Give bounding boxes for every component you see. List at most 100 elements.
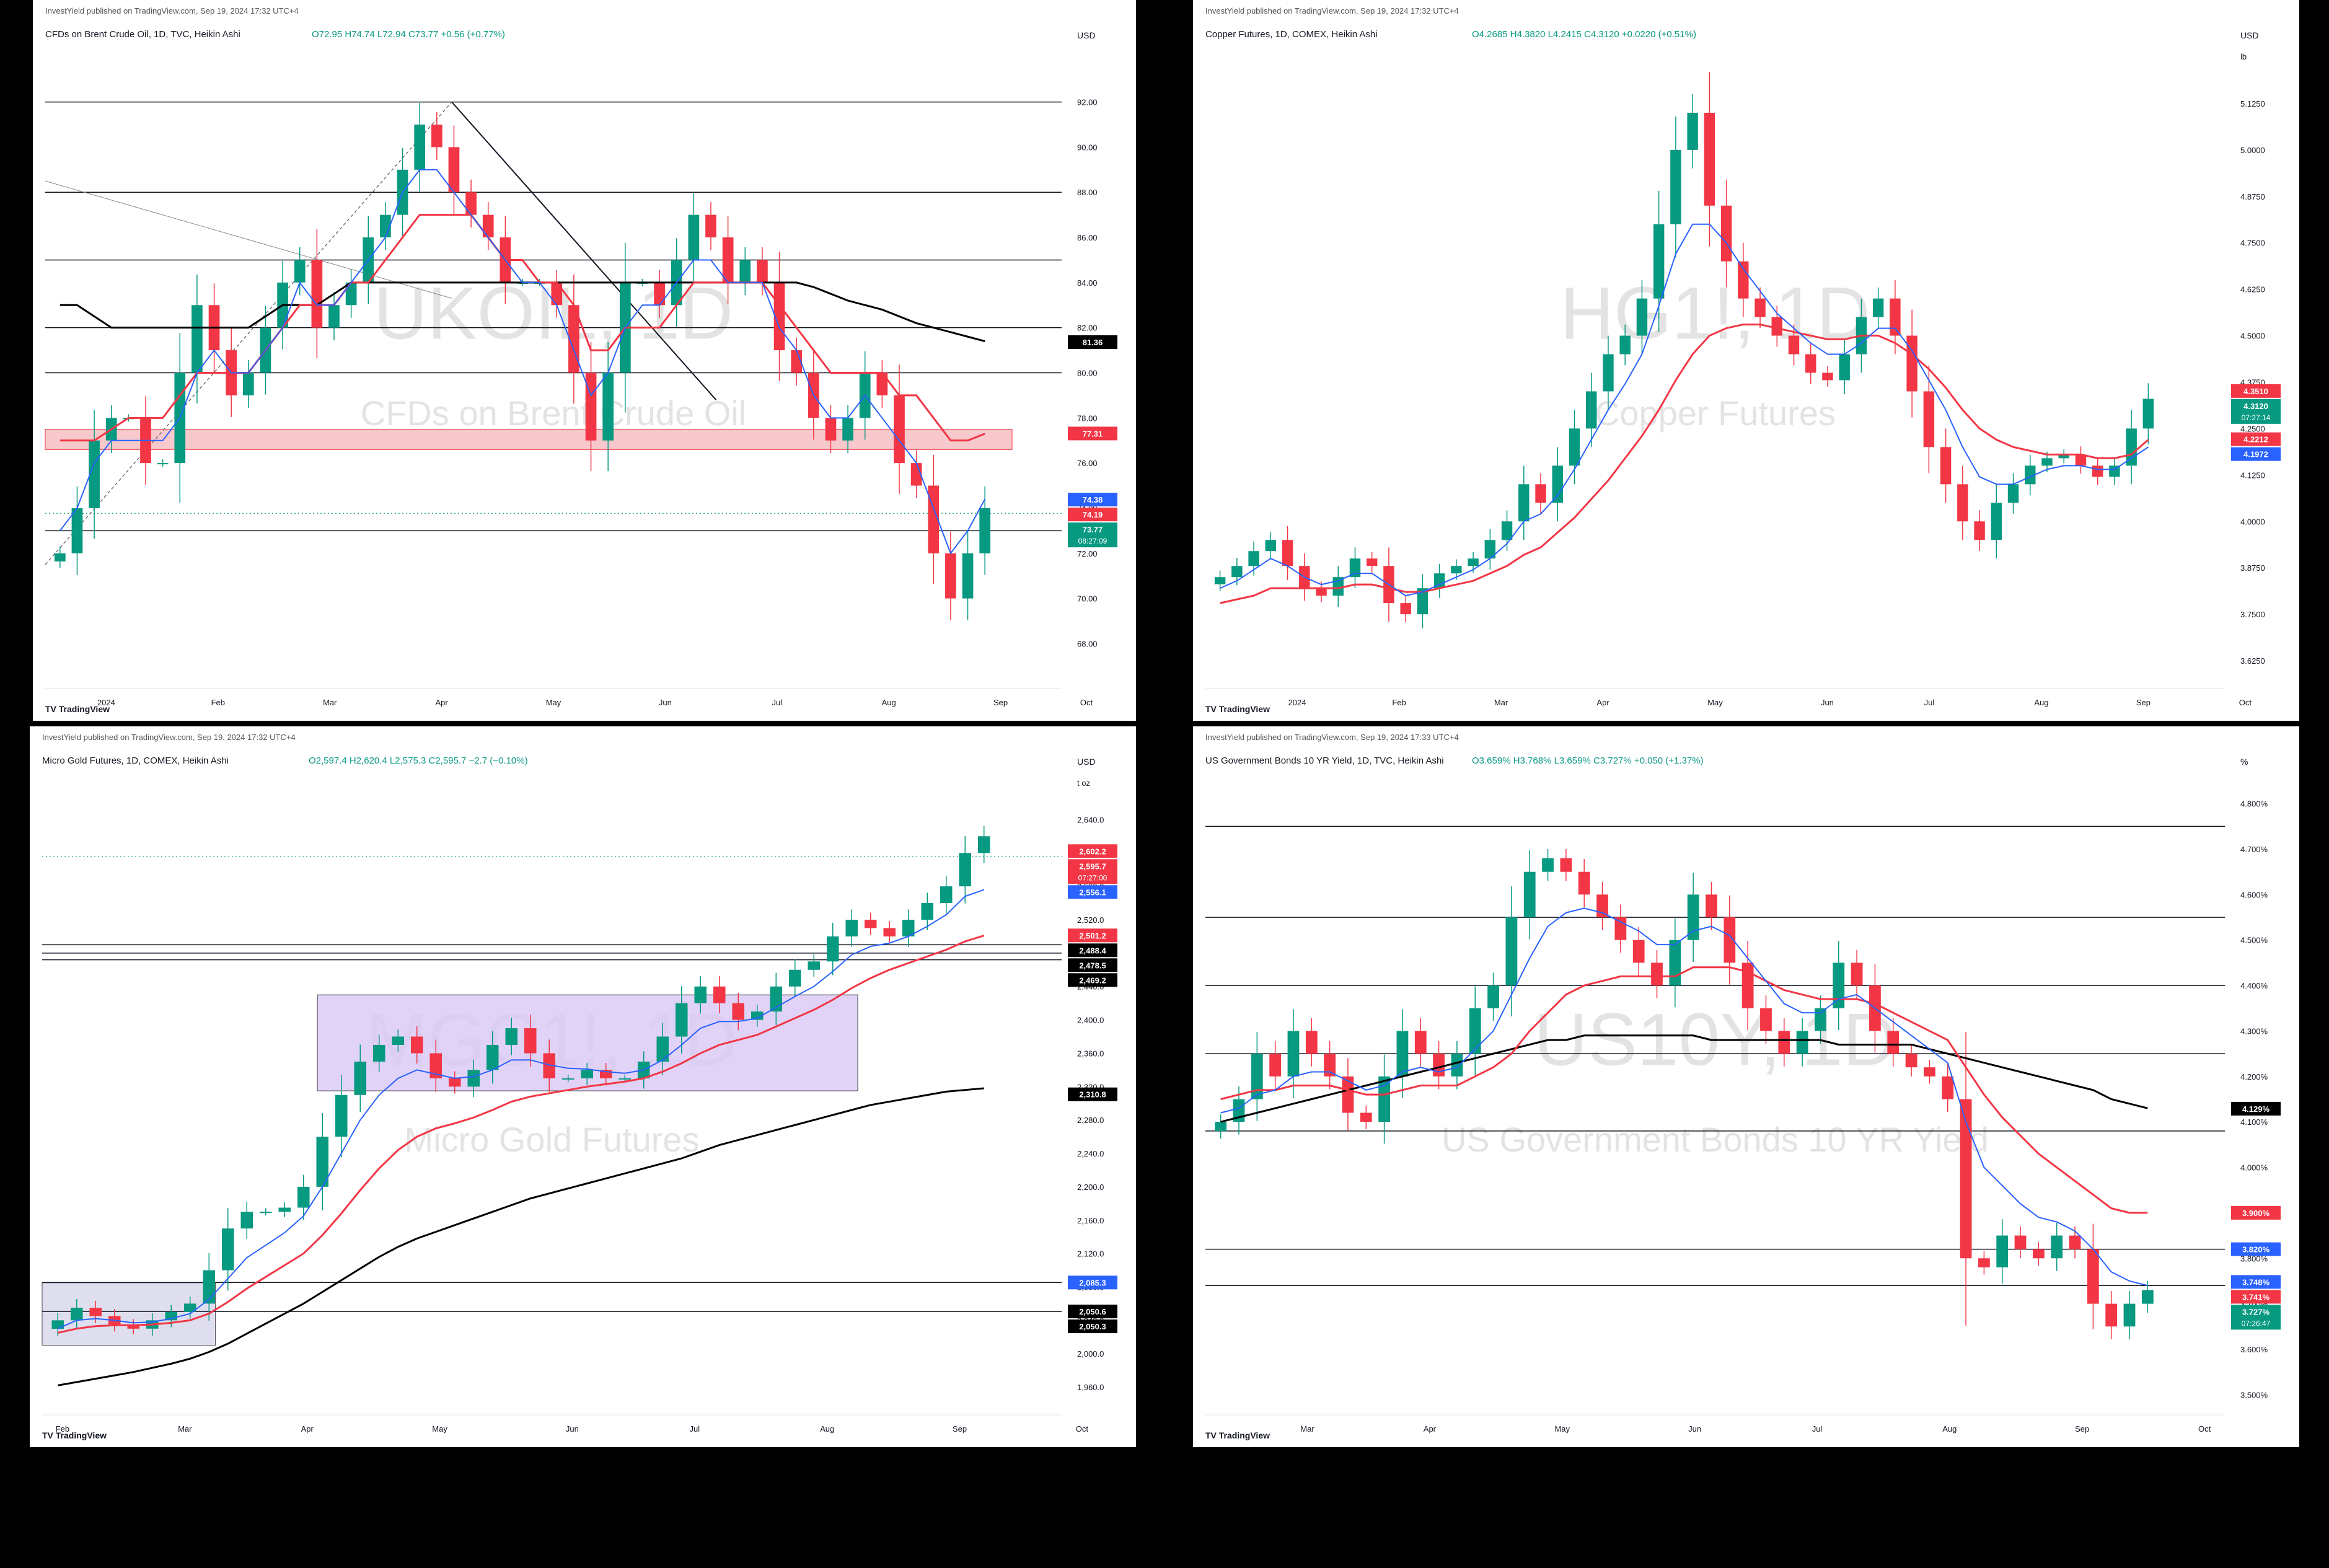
price-tag-label: 74.38: [1083, 495, 1103, 504]
chart-panel-copper[interactable]: InvestYield published on TradingView.com…: [1193, 0, 2299, 721]
price-tag-label: 4.2212: [2243, 435, 2268, 444]
candle-body: [1890, 298, 1901, 336]
candle-body: [1687, 894, 1699, 940]
y-tick-label: 4.600%: [2240, 890, 2268, 899]
y-tick-label: 2,400.0: [1077, 1016, 1104, 1025]
candle-body: [1400, 603, 1411, 615]
currency-label: USD: [1077, 757, 1096, 767]
price-tag: [2231, 432, 2281, 446]
candle-body: [183, 1303, 196, 1312]
price-tag-label: 74.19: [1083, 510, 1103, 519]
candle-body: [1469, 1008, 1481, 1054]
symbol-title: Copper Futures, 1D, COMEX, Heikin Ashi: [1205, 29, 1378, 40]
candle-body: [1771, 317, 1782, 336]
candle-body: [372, 1044, 385, 1062]
candle-body: [1248, 551, 1259, 566]
candle-body: [751, 1011, 764, 1020]
candle-body: [2058, 454, 2069, 459]
y-tick-label: 80.00: [1077, 369, 1098, 378]
publisher-line: InvestYield published on TradingView.com…: [1205, 733, 1459, 742]
candle-body: [1501, 521, 1513, 540]
candle-body: [1833, 962, 1845, 1008]
publisher-line: InvestYield published on TradingView.com…: [42, 733, 296, 742]
candle-body: [1614, 917, 1627, 940]
candle-body: [675, 1003, 688, 1037]
brand-label: TV TradingView: [45, 704, 110, 714]
candle-body: [619, 1078, 632, 1080]
y-tick-label: 2,280.0: [1077, 1116, 1104, 1125]
candle-body: [1417, 588, 1429, 615]
candle-body: [1518, 484, 1530, 522]
candle-body: [876, 372, 888, 395]
candle-body: [1957, 484, 1968, 522]
publisher-line: InvestYield published on TradingView.com…: [1205, 6, 1459, 15]
y-tick-label: 4.300%: [2240, 1026, 2268, 1036]
candle-body: [1754, 298, 1766, 317]
y-tick-label: 86.00: [1077, 233, 1098, 242]
candle-body: [1923, 391, 1935, 447]
candle-body: [1316, 588, 1327, 596]
x-tick-label: Aug: [2034, 698, 2048, 707]
ohlc-readout: O3.659% H3.768% L3.659% C3.727% +0.050 (…: [1472, 755, 1704, 766]
x-tick-label: Jul: [689, 1424, 700, 1434]
candle-body: [845, 919, 858, 936]
candle-body: [1215, 1122, 1227, 1132]
ema-slow-line: [1220, 324, 2149, 604]
price-tag: [1068, 508, 1117, 522]
chart-panel-gold[interactable]: InvestYield published on TradingView.com…: [30, 726, 1136, 1447]
symbol-title: US Government Bonds 10 YR Yield, 1D, TVC…: [1205, 755, 1444, 766]
candle-body: [392, 1036, 405, 1045]
x-tick-label: Jul: [1812, 1424, 1823, 1434]
price-tag-label: 3.820%: [2242, 1245, 2270, 1254]
candle-body: [1778, 1031, 1790, 1054]
y-tick-label: 92.00: [1077, 98, 1098, 107]
watermark-symbol: HG1!, 1D: [1560, 272, 1870, 355]
candle-body: [773, 282, 785, 351]
x-tick-label: Jul: [1924, 698, 1935, 707]
y-tick-label: 3.800%: [2240, 1254, 2268, 1263]
candle-body: [89, 440, 100, 508]
x-tick-label: Apr: [1424, 1424, 1437, 1434]
candle-body: [788, 969, 801, 987]
candle-body: [1305, 1031, 1318, 1054]
candle-body: [694, 986, 707, 1003]
candle-body: [414, 125, 426, 170]
candle-body: [1349, 558, 1361, 578]
x-tick-label: Oct: [2198, 1424, 2211, 1434]
candle-body: [1569, 428, 1580, 466]
candle-body: [1596, 894, 1608, 918]
y-tick-label: 4.200%: [2240, 1072, 2268, 1081]
candle-body: [1905, 1054, 1917, 1068]
watermark-name: US Government Bonds 10 YR Yield: [1442, 1120, 1989, 1159]
candle-body: [505, 1028, 518, 1045]
candle-body: [1451, 1054, 1463, 1077]
candle-body: [2007, 484, 2019, 503]
y-tick-label: 82.00: [1077, 324, 1098, 333]
y-tick-label: 4.800%: [2240, 799, 2268, 809]
candle-body: [1670, 149, 1681, 224]
candle-body: [2142, 399, 2154, 429]
y-tick-label: 2,520.0: [1077, 915, 1104, 925]
candle-body: [1706, 894, 1717, 918]
y-tick-label: 70.00: [1077, 594, 1098, 604]
price-tag-label: 3.727%: [2242, 1307, 2270, 1316]
candle-body: [1796, 1031, 1808, 1054]
y-tick-label: 4.8750: [2240, 192, 2265, 201]
x-tick-label: Jun: [1821, 698, 1834, 707]
candle-body: [902, 919, 915, 936]
price-tag-label: 2,310.8: [1079, 1090, 1106, 1099]
ohlc-readout: O72.95 H74.74 L72.94 C73.77 +0.56 (+0.77…: [312, 29, 505, 40]
currency-label: %: [2240, 757, 2248, 767]
candle-body: [1978, 1258, 1990, 1267]
candle-body: [240, 1212, 253, 1229]
x-tick-label: Jun: [566, 1424, 579, 1434]
candle-body: [2087, 1249, 2099, 1304]
candle-body: [259, 1212, 272, 1213]
x-tick-label: 2024: [1288, 698, 1306, 707]
candle-body: [482, 214, 494, 238]
chart-panel-brent[interactable]: InvestYield published on TradingView.com…: [33, 0, 1136, 721]
candle-body: [221, 1228, 234, 1271]
y-tick-label: 2,640.0: [1077, 815, 1104, 824]
x-tick-label: Jun: [1688, 1424, 1701, 1434]
chart-panel-us10y[interactable]: InvestYield published on TradingView.com…: [1193, 726, 2299, 1447]
